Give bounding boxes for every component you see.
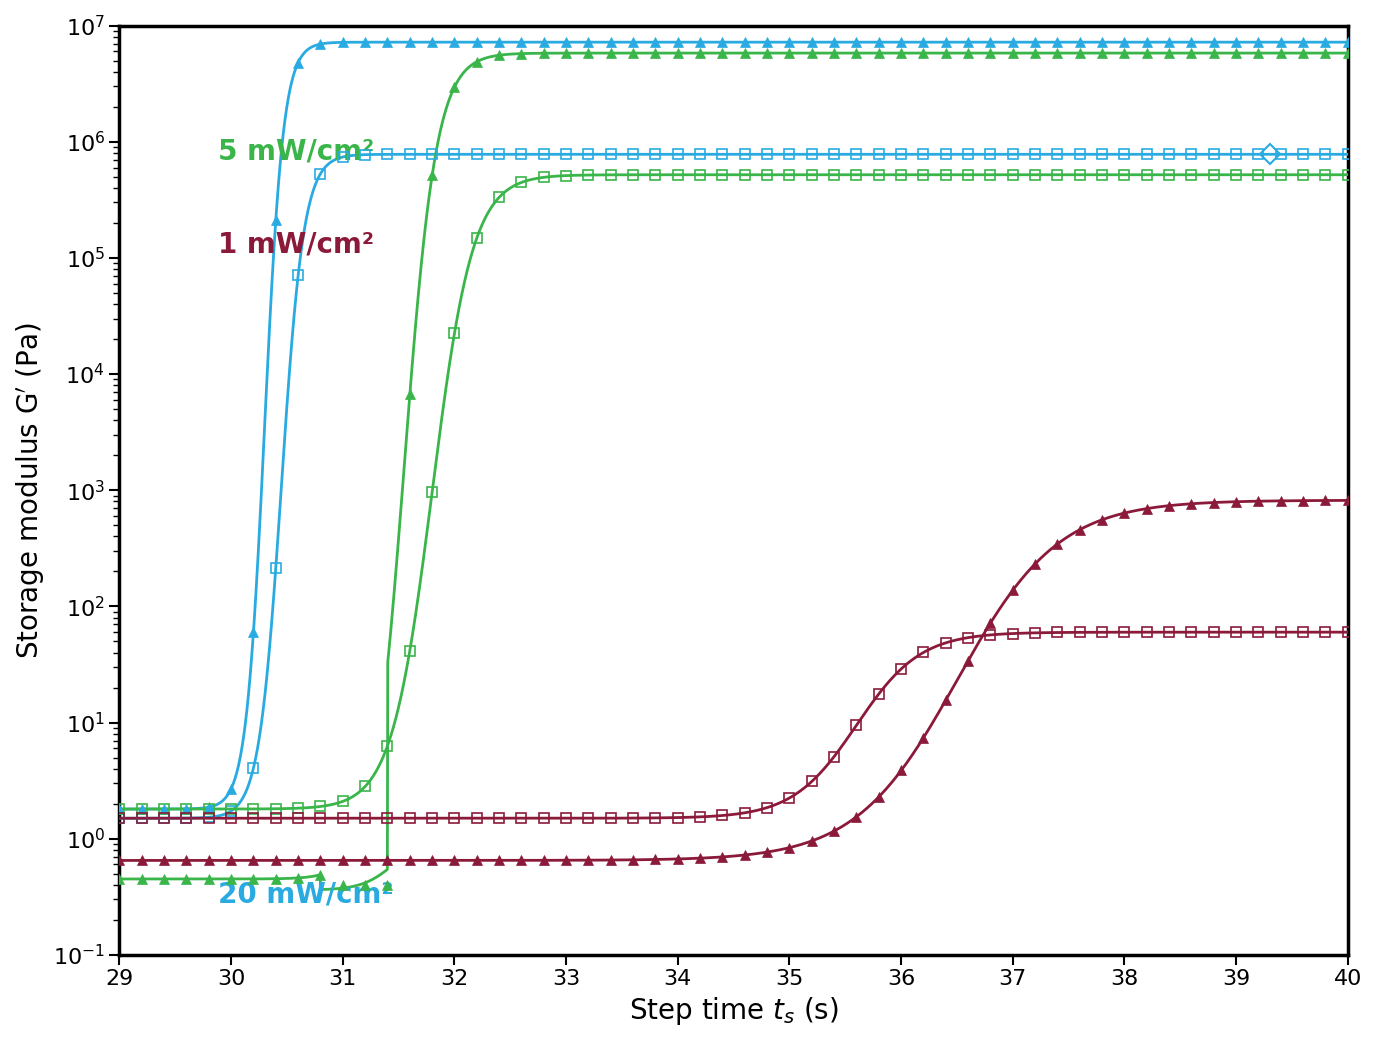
- Y-axis label: Storage modulus G$'$ (Pa): Storage modulus G$'$ (Pa): [15, 322, 47, 659]
- Text: 1 mW/cm²: 1 mW/cm²: [218, 230, 373, 258]
- X-axis label: Step time $t_s$ (s): Step time $t_s$ (s): [629, 995, 839, 1027]
- Text: 20 mW/cm²: 20 mW/cm²: [218, 880, 394, 909]
- Text: 5 mW/cm²: 5 mW/cm²: [218, 138, 375, 165]
